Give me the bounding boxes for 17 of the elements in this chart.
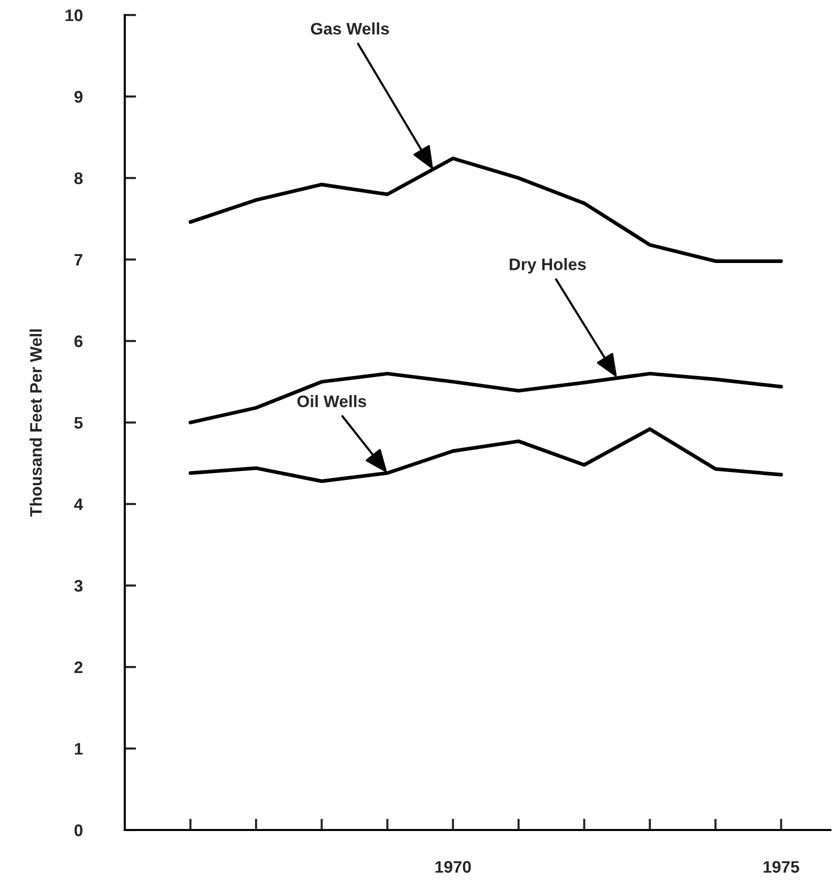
y-tick-label: 8 [74, 172, 83, 184]
y-tick-label: 6 [74, 335, 83, 348]
y-tick-label: 3 [74, 580, 83, 592]
y-tick-label: 2 [74, 661, 82, 674]
y-tick-label: 7 [74, 254, 82, 266]
annotation: Oil Wells [297, 395, 366, 408]
y-tick-label: 5 [74, 417, 83, 429]
annotation: Gas Wells [310, 22, 389, 35]
y-tick-label: 10 [66, 9, 82, 22]
y-tick-label: 9 [74, 90, 83, 103]
x-tick-label: 1970 [435, 861, 471, 873]
y-axis-title: Thousand Feet Per Well [30, 329, 42, 517]
y-tick-label: 0 [74, 824, 82, 836]
x-tick-label: 1975 [764, 861, 800, 873]
y-tick-label: 4 [74, 498, 84, 510]
annotation: Dry Holes [510, 258, 586, 274]
y-tick-label: 1 [74, 743, 83, 755]
